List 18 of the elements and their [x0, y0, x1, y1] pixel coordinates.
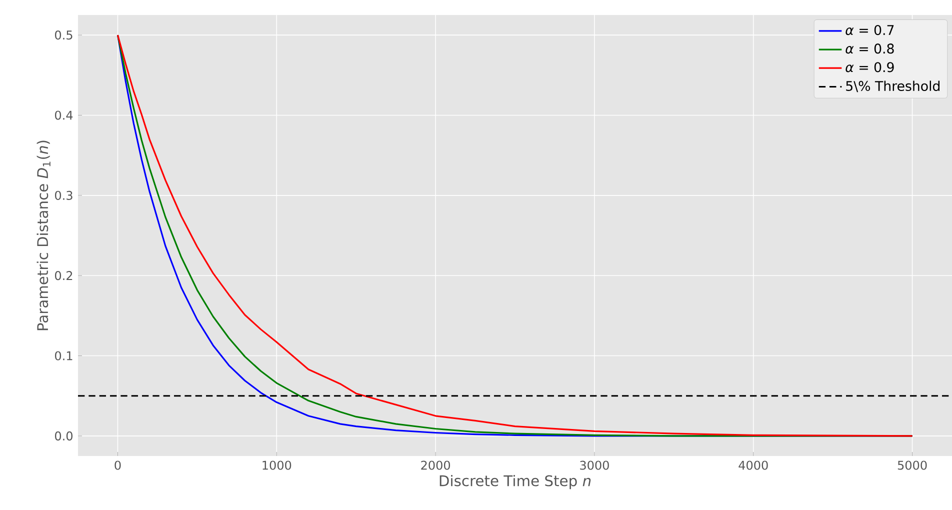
- y-tick-label: 0.3: [55, 190, 72, 200]
- x-tick-label: 3000: [580, 460, 609, 470]
- x-tick-label: 4000: [738, 460, 768, 470]
- x-axis-title: Discrete Time Step n: [440, 474, 591, 490]
- legend-label: α = 0.9: [846, 62, 894, 72]
- y-tick-label: 0.0: [55, 431, 72, 440]
- legend-label: α = 0.8: [846, 44, 894, 54]
- legend-label: 5\% Threshold: [846, 80, 940, 92]
- x-tick-label: 1000: [262, 460, 292, 470]
- x-tick-label: 2000: [421, 460, 450, 470]
- y-tick-label: 0.4: [55, 110, 73, 120]
- y-tick-label: 0.2: [55, 271, 72, 280]
- x-tick-label: 5000: [898, 460, 927, 470]
- y-axis-title: Parametric Distance D$_{1}$(n): [36, 140, 50, 330]
- x-tick-label: 0: [114, 460, 121, 470]
- legend-label: α = 0.7: [846, 24, 894, 36]
- y-tick-label: 0.1: [55, 351, 72, 360]
- y-tick-label: 0.5: [55, 30, 72, 40]
